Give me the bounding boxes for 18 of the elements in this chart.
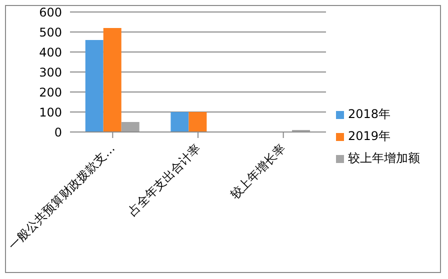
y-tick-label: 600 xyxy=(39,5,62,20)
x-tick-label: 一般公共预算财政拨款支… xyxy=(6,141,118,253)
bar xyxy=(85,40,104,132)
x-tick-label: 占全年支出合计率 xyxy=(125,141,203,219)
legend-label: 较上年增加额 xyxy=(348,151,420,165)
bar xyxy=(121,122,140,132)
y-tick-label: 500 xyxy=(39,25,62,40)
y-tick-label: 300 xyxy=(39,65,62,80)
y-tick-label: 0 xyxy=(54,125,62,140)
bar xyxy=(188,112,207,132)
y-tick-label: 100 xyxy=(39,105,62,120)
bar xyxy=(103,28,122,132)
y-tick-label: 400 xyxy=(39,45,62,60)
y-tick-label: 200 xyxy=(39,85,62,100)
x-tick-label: 较上年增长率 xyxy=(227,141,288,202)
legend-label: 2018年 xyxy=(348,107,391,121)
legend-label: 2019年 xyxy=(348,129,391,143)
bar xyxy=(170,112,189,132)
